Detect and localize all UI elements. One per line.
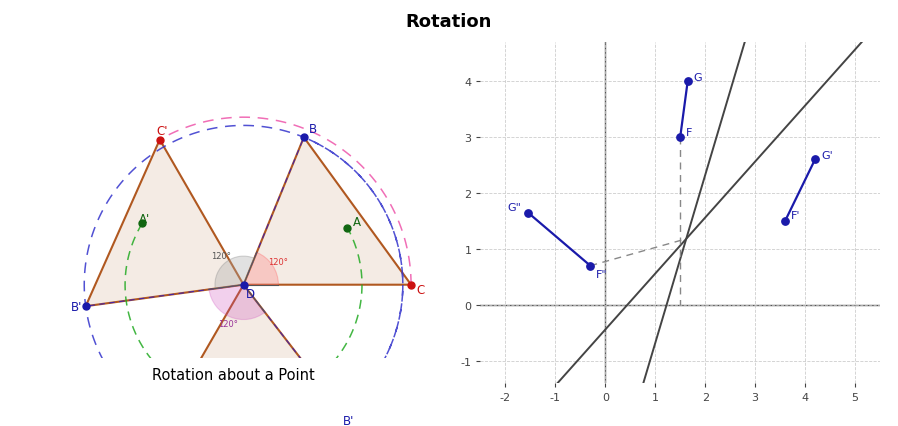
Point: [778, 218, 792, 225]
Text: D: D: [246, 287, 255, 300]
Text: 120°: 120°: [269, 257, 288, 266]
Point: [236, 282, 251, 288]
Polygon shape: [243, 138, 411, 285]
Point: [404, 282, 418, 288]
Point: [135, 220, 149, 227]
Point: [153, 137, 167, 144]
Text: G": G": [506, 203, 521, 213]
Text: A': A': [139, 212, 150, 225]
Text: F": F": [596, 269, 608, 279]
Point: [78, 303, 92, 310]
Text: A: A: [353, 216, 361, 228]
Point: [674, 134, 688, 141]
Point: [340, 225, 355, 232]
Text: C: C: [417, 283, 425, 296]
Wedge shape: [243, 253, 278, 285]
Point: [521, 210, 535, 216]
Text: Rotation: Rotation: [406, 13, 492, 31]
Polygon shape: [160, 285, 341, 426]
Text: B: B: [309, 123, 317, 135]
Point: [334, 407, 348, 414]
Text: F': F': [791, 210, 801, 221]
Wedge shape: [215, 256, 254, 289]
Text: G': G': [821, 151, 832, 161]
Text: G: G: [694, 72, 702, 83]
Text: C': C': [156, 125, 168, 138]
Text: 120°: 120°: [211, 251, 231, 260]
Text: 120°: 120°: [218, 319, 238, 328]
Text: B': B': [343, 414, 354, 426]
Point: [808, 156, 823, 163]
Point: [296, 135, 311, 141]
Wedge shape: [209, 285, 265, 320]
Text: F: F: [686, 127, 692, 137]
Text: B': B': [71, 300, 83, 313]
Polygon shape: [85, 140, 243, 306]
Text: Rotation about a Point: Rotation about a Point: [152, 367, 315, 382]
Point: [681, 78, 695, 85]
Point: [583, 263, 597, 270]
